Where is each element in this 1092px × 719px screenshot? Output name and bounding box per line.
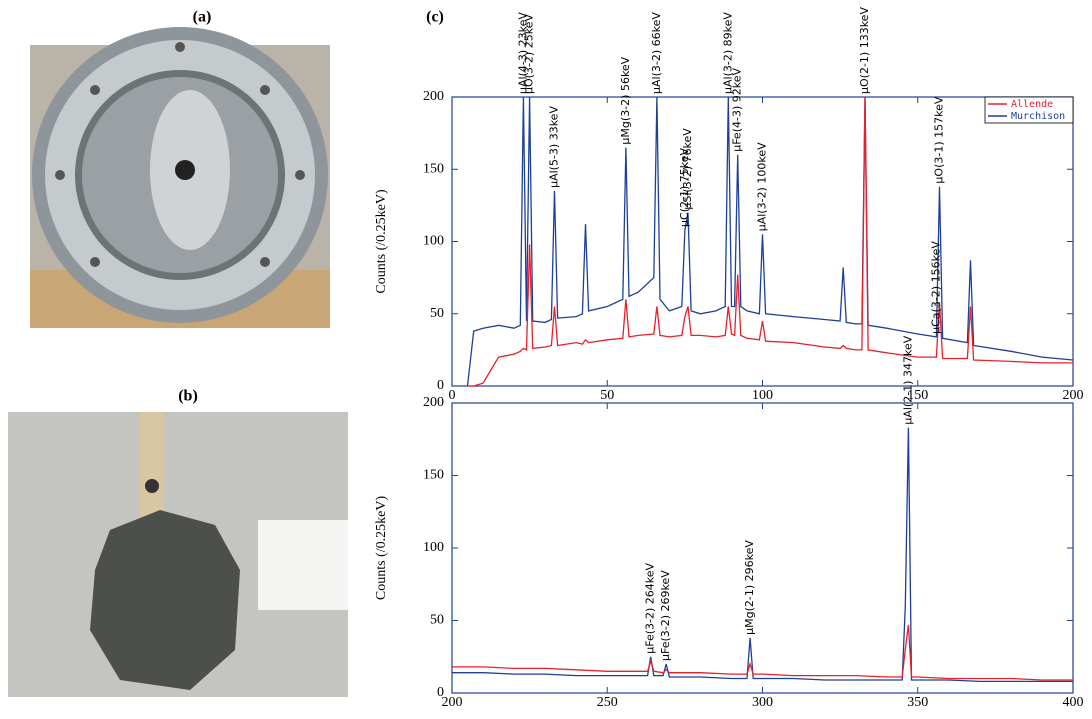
x-tick-label: 200 [1063,388,1084,403]
peak-annotation: μO(2-1) 133keV [858,7,871,94]
y-tick-label: 0 [437,685,444,700]
peak-annotation: μCa(3-2) 156keV [929,241,942,334]
x-tick-label: 350 [907,695,928,710]
y-tick-label: 0 [437,378,444,393]
series-line [452,427,1073,683]
x-tick-label: 100 [752,388,773,403]
y-axis-label: Counts (/0.25keV) [374,189,389,294]
peak-annotation: μO(3-2) 25keV [523,14,536,94]
peak-annotation: μFe(3-2) 264keV [644,562,657,653]
legend-label: Murchison [1011,111,1065,122]
peak-annotation: μAl(3-2) 89keV [721,12,734,94]
peak-annotation: μAl(3-2) 100keV [756,142,769,231]
y-tick-label: 200 [423,89,444,104]
x-tick-label: 400 [1063,695,1084,710]
y-axis-label: Counts (/0.25keV) [374,496,389,601]
series-line [466,96,1074,387]
y-tick-label: 50 [430,306,444,321]
plot-frame [451,402,1074,694]
peak-annotation: μAl(3-2) 66keV [650,12,663,94]
peak-annotation: μC(2-1) 75keV [678,147,691,226]
peak-annotation: μSi(3-2) 76keV [681,128,694,210]
x-tick-label: 0 [449,388,456,403]
legend-label: Allende [1011,99,1053,110]
y-tick-label: 100 [423,234,444,249]
series-line [467,96,1073,387]
peak-annotation: μMg(3-2) 56keV [619,56,632,144]
peak-annotation: μAl(5-3) 33keV [547,106,560,188]
y-tick-label: 200 [423,395,444,410]
panel-label: (c) [426,9,444,26]
peak-annotation: μFe(4-3) 92keV [731,68,744,152]
y-tick-label: 150 [423,468,444,483]
legend-box [984,96,1074,124]
x-tick-label: 200 [442,695,463,710]
photo-b [8,412,348,697]
y-tick-label: 150 [423,161,444,176]
peak-annotation: μMg(2-1) 296keV [743,540,756,635]
peak-annotation: μFe(3-2) 269keV [659,570,672,661]
x-tick-label: 50 [600,388,614,403]
peak-annotation: μO(3-1) 157keV [932,96,945,183]
x-tick-label: 300 [752,695,773,710]
y-tick-label: 100 [423,540,444,555]
series-line [452,624,1073,681]
photo-a [30,27,330,328]
panel-label: (a) [193,9,212,26]
peak-annotation: μAl(4-3) 23keV [516,12,529,94]
peak-annotation: μAl(2-1) 347keV [901,335,914,424]
x-tick-label: 250 [597,695,618,710]
x-tick-label: 150 [907,388,928,403]
y-tick-label: 50 [430,613,444,628]
panel-label: (b) [178,388,198,405]
